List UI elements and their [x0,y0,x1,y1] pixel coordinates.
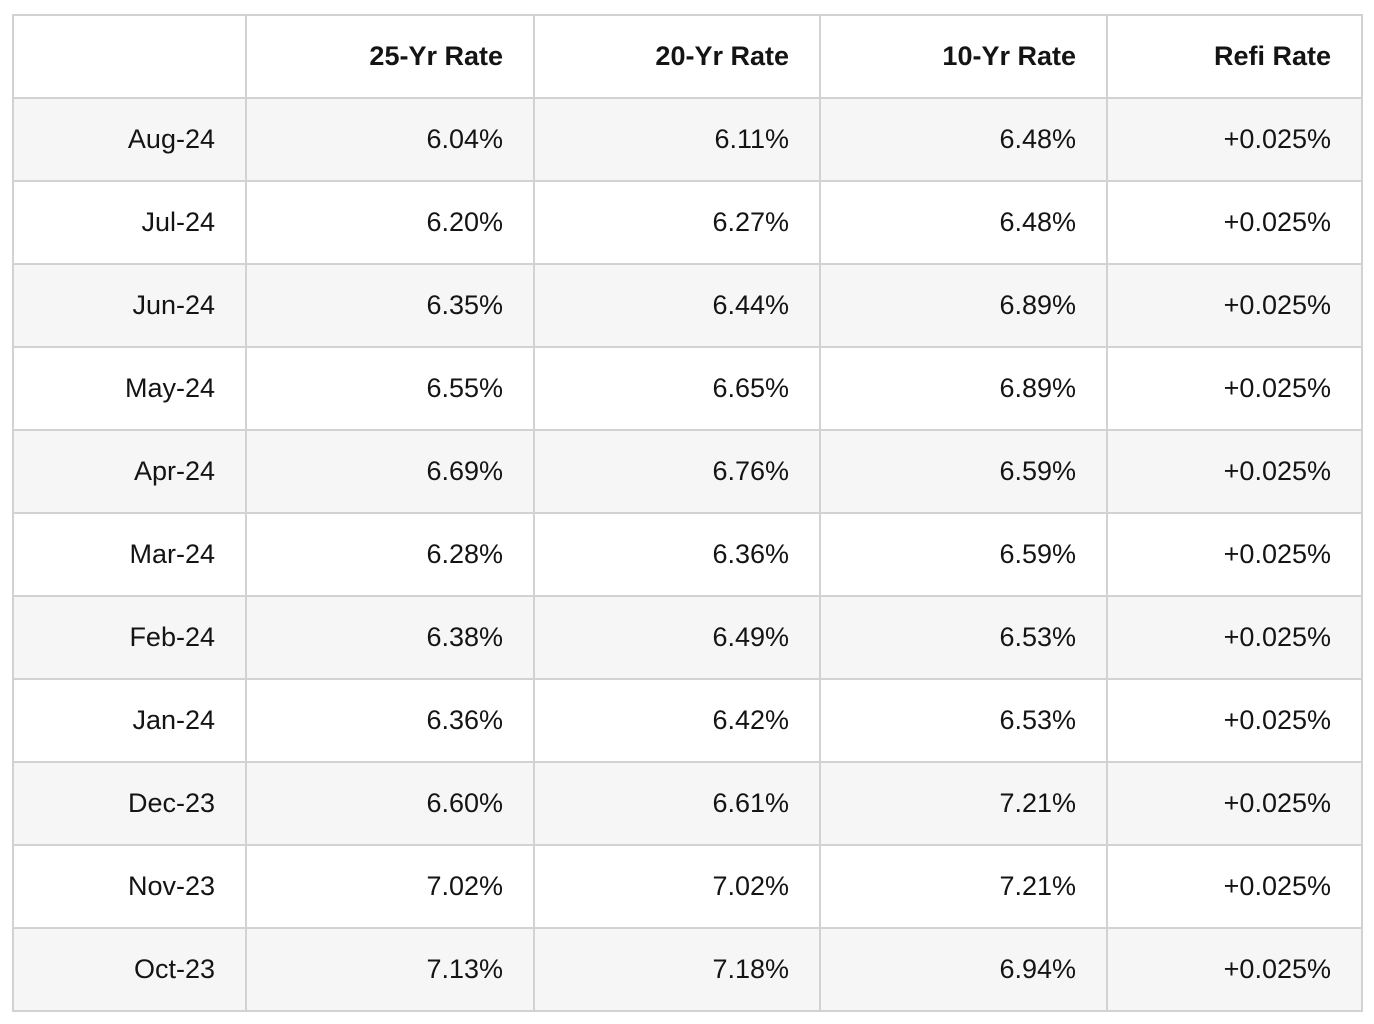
table-row: Jul-24 6.20% 6.27% 6.48% +0.025% [12,180,1363,265]
row-label: Jan-24 [12,678,247,763]
rate-value-cell: +0.025% [1106,346,1363,431]
rate-value-cell: +0.025% [1106,678,1363,763]
rate-value-cell: 6.20% [245,180,535,265]
rate-value-cell: 6.65% [533,346,821,431]
rate-value-cell: 7.18% [533,927,821,1012]
rate-value-cell: 6.27% [533,180,821,265]
rate-value-cell: 6.76% [533,429,821,514]
rate-value-cell: +0.025% [1106,927,1363,1012]
table-row: Mar-24 6.28% 6.36% 6.59% +0.025% [12,512,1363,597]
rate-value-cell: 6.59% [819,512,1108,597]
rate-value-cell: 6.48% [819,97,1108,182]
rate-value-cell: 7.21% [819,761,1108,846]
rate-value-cell: 6.49% [533,595,821,680]
rate-value-cell: 6.59% [819,429,1108,514]
rate-value-cell: +0.025% [1106,844,1363,929]
rate-value-cell: +0.025% [1106,429,1363,514]
rates-table: 25-Yr Rate 20-Yr Rate 10-Yr Rate Refi Ra… [12,14,1363,1012]
table-row: Dec-23 6.60% 6.61% 7.21% +0.025% [12,761,1363,846]
rate-value-cell: 6.53% [819,678,1108,763]
row-label: May-24 [12,346,247,431]
header-row: 25-Yr Rate 20-Yr Rate 10-Yr Rate Refi Ra… [12,14,1363,99]
rate-value-cell: 6.42% [533,678,821,763]
table-row: Oct-23 7.13% 7.18% 6.94% +0.025% [12,927,1363,1012]
header-cell-empty [12,14,247,99]
rate-value-cell: +0.025% [1106,180,1363,265]
rate-value-cell: 6.04% [245,97,535,182]
row-label: Nov-23 [12,844,247,929]
row-label: Mar-24 [12,512,247,597]
rate-value-cell: 6.53% [819,595,1108,680]
table-row: Jun-24 6.35% 6.44% 6.89% +0.025% [12,263,1363,348]
rate-value-cell: 6.36% [245,678,535,763]
row-label: Jun-24 [12,263,247,348]
rate-value-cell: +0.025% [1106,595,1363,680]
rate-value-cell: +0.025% [1106,761,1363,846]
table-row: May-24 6.55% 6.65% 6.89% +0.025% [12,346,1363,431]
rate-value-cell: 6.48% [819,180,1108,265]
rate-value-cell: 6.89% [819,263,1108,348]
row-label: Feb-24 [12,595,247,680]
row-label: Aug-24 [12,97,247,182]
header-cell-10yr: 10-Yr Rate [819,14,1108,99]
rate-value-cell: 7.02% [533,844,821,929]
table-row: Nov-23 7.02% 7.02% 7.21% +0.025% [12,844,1363,929]
table-row: Feb-24 6.38% 6.49% 6.53% +0.025% [12,595,1363,680]
rate-value-cell: 7.21% [819,844,1108,929]
row-label: Dec-23 [12,761,247,846]
rate-value-cell: 6.94% [819,927,1108,1012]
row-label: Jul-24 [12,180,247,265]
rate-value-cell: 6.36% [533,512,821,597]
rate-value-cell: +0.025% [1106,263,1363,348]
rate-value-cell: 6.28% [245,512,535,597]
rate-value-cell: 6.35% [245,263,535,348]
rate-value-cell: 6.69% [245,429,535,514]
rate-value-cell: 6.60% [245,761,535,846]
rate-value-cell: 6.61% [533,761,821,846]
rate-value-cell: 6.38% [245,595,535,680]
table-row: Aug-24 6.04% 6.11% 6.48% +0.025% [12,97,1363,182]
rate-value-cell: 7.13% [245,927,535,1012]
rate-value-cell: 7.02% [245,844,535,929]
header-cell-20yr: 20-Yr Rate [533,14,821,99]
row-label: Oct-23 [12,927,247,1012]
table-row: Jan-24 6.36% 6.42% 6.53% +0.025% [12,678,1363,763]
rate-value-cell: 6.11% [533,97,821,182]
row-label: Apr-24 [12,429,247,514]
table-row: Apr-24 6.69% 6.76% 6.59% +0.025% [12,429,1363,514]
rate-value-cell: +0.025% [1106,512,1363,597]
rate-value-cell: 6.55% [245,346,535,431]
rate-value-cell: +0.025% [1106,97,1363,182]
header-cell-25yr: 25-Yr Rate [245,14,535,99]
rate-value-cell: 6.89% [819,346,1108,431]
header-cell-refi: Refi Rate [1106,14,1363,99]
rate-value-cell: 6.44% [533,263,821,348]
